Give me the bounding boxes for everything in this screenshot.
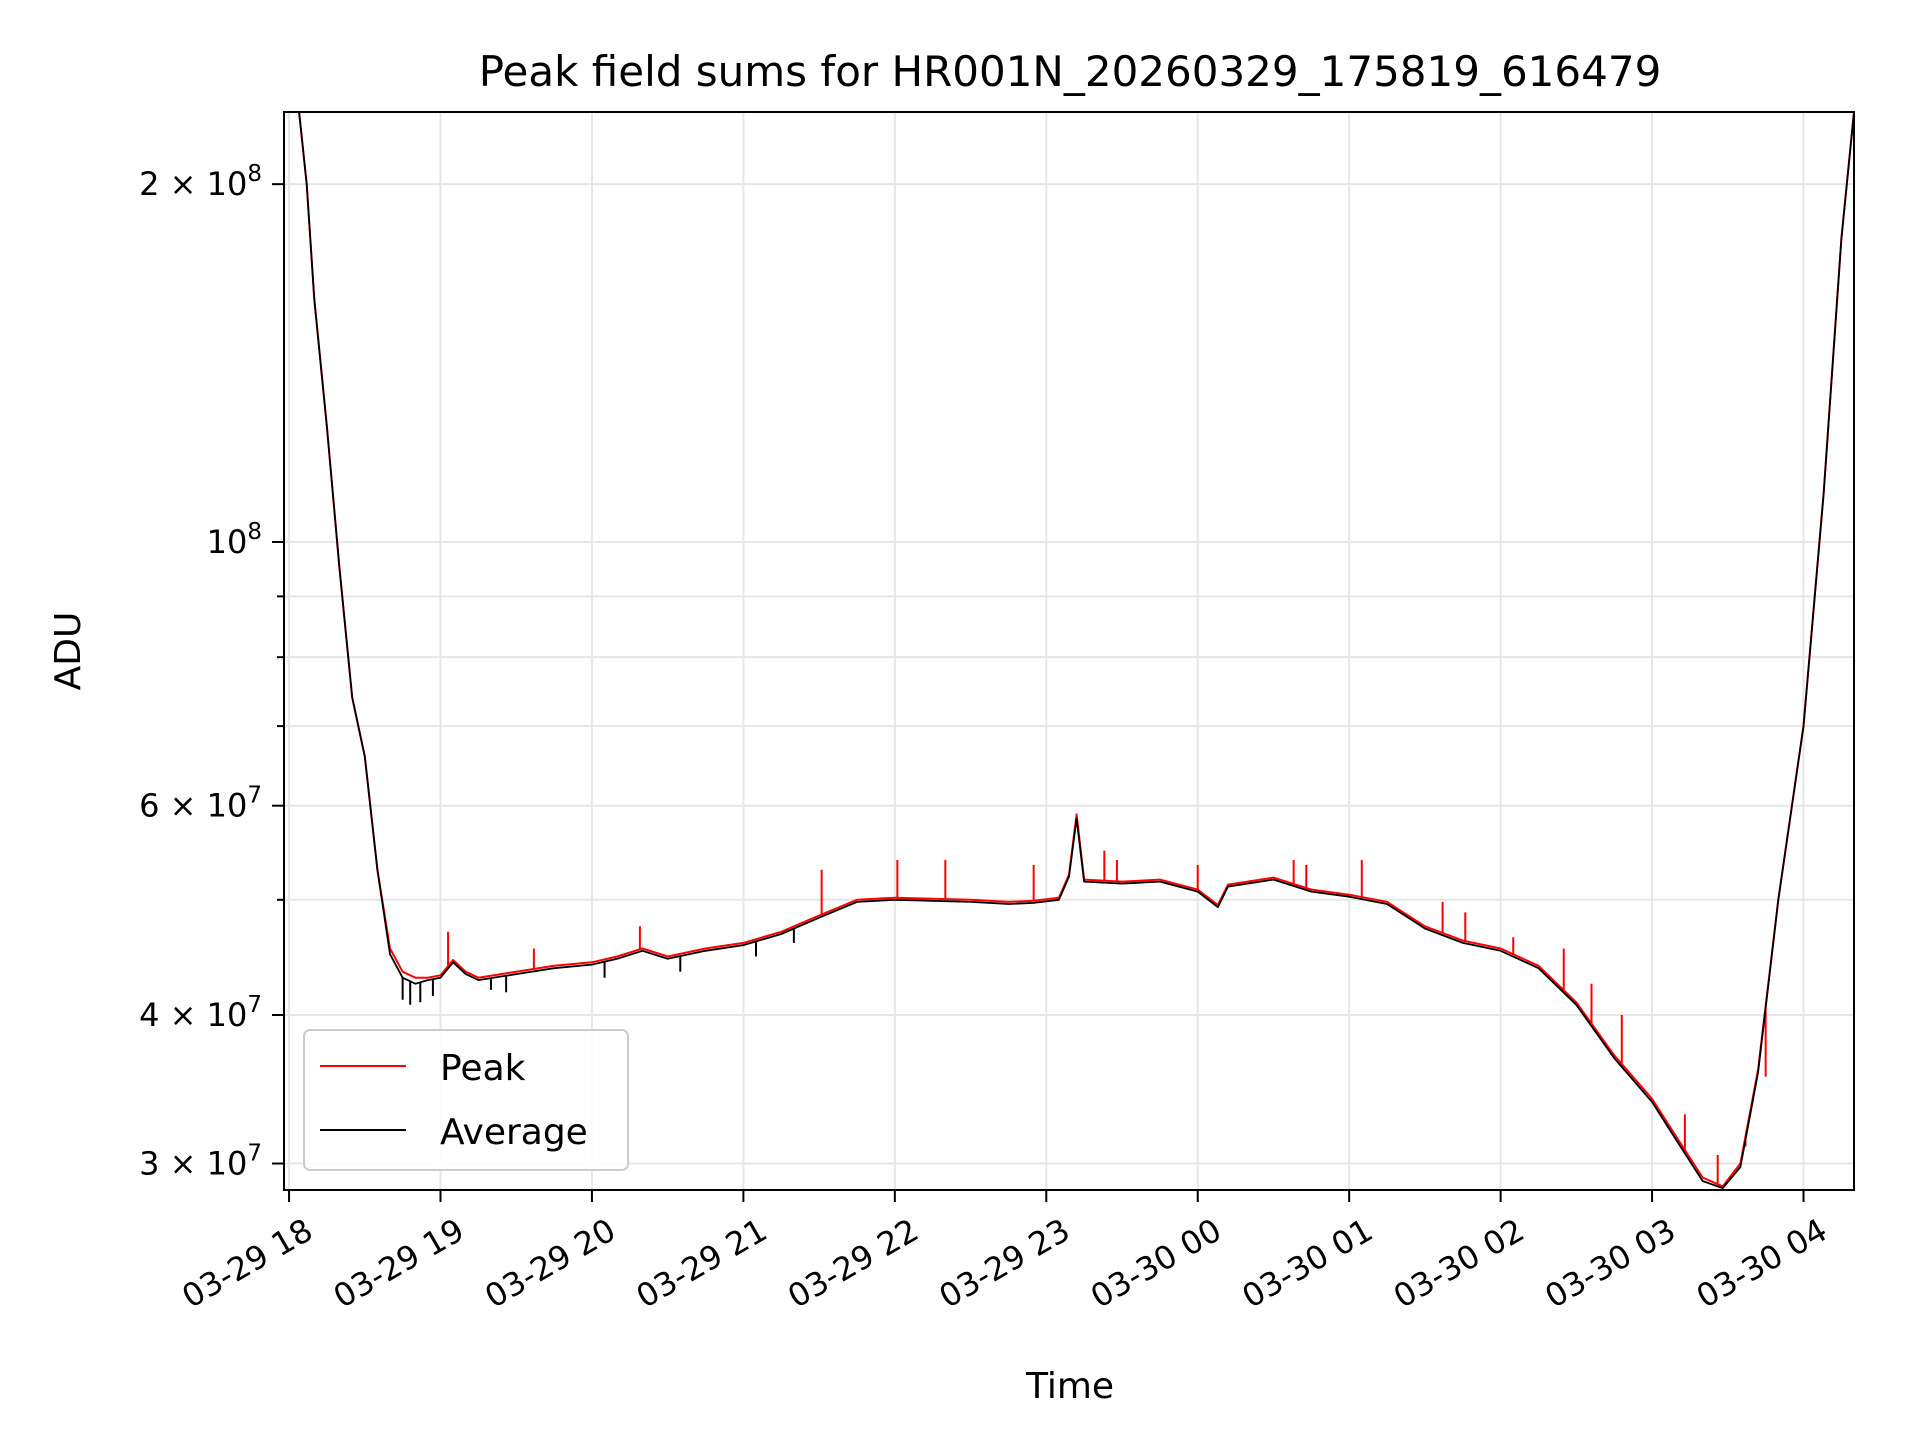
y-tick-label-2: 6 × 107 <box>139 783 262 825</box>
y-axis: 3 × 107 4 × 107 6 × 107 108 2 × 108 <box>139 161 284 1183</box>
y-tick-label-3: 108 <box>207 519 262 561</box>
y-tick-label-0: 3 × 107 <box>139 1141 262 1183</box>
grid <box>284 112 1854 1190</box>
legend-label-peak: Peak <box>440 1048 526 1089</box>
y-tick-label-4: 2 × 108 <box>139 161 262 203</box>
plot-frame <box>283 111 1855 1191</box>
x-axis-label: Time <box>1025 1366 1114 1407</box>
series-line-average <box>298 112 1854 1190</box>
series-layer <box>298 112 1854 1190</box>
y-tick-label-1: 4 × 107 <box>139 992 262 1034</box>
legend-label-average: Average <box>440 1112 588 1153</box>
y-axis-label: ADU <box>48 612 89 691</box>
series-group <box>298 112 1854 1190</box>
legend: Peak Average <box>303 1029 629 1171</box>
chart-title: Peak field sums for HR001N_20260329_1758… <box>479 47 1662 96</box>
series-line-peak <box>298 112 1854 1188</box>
